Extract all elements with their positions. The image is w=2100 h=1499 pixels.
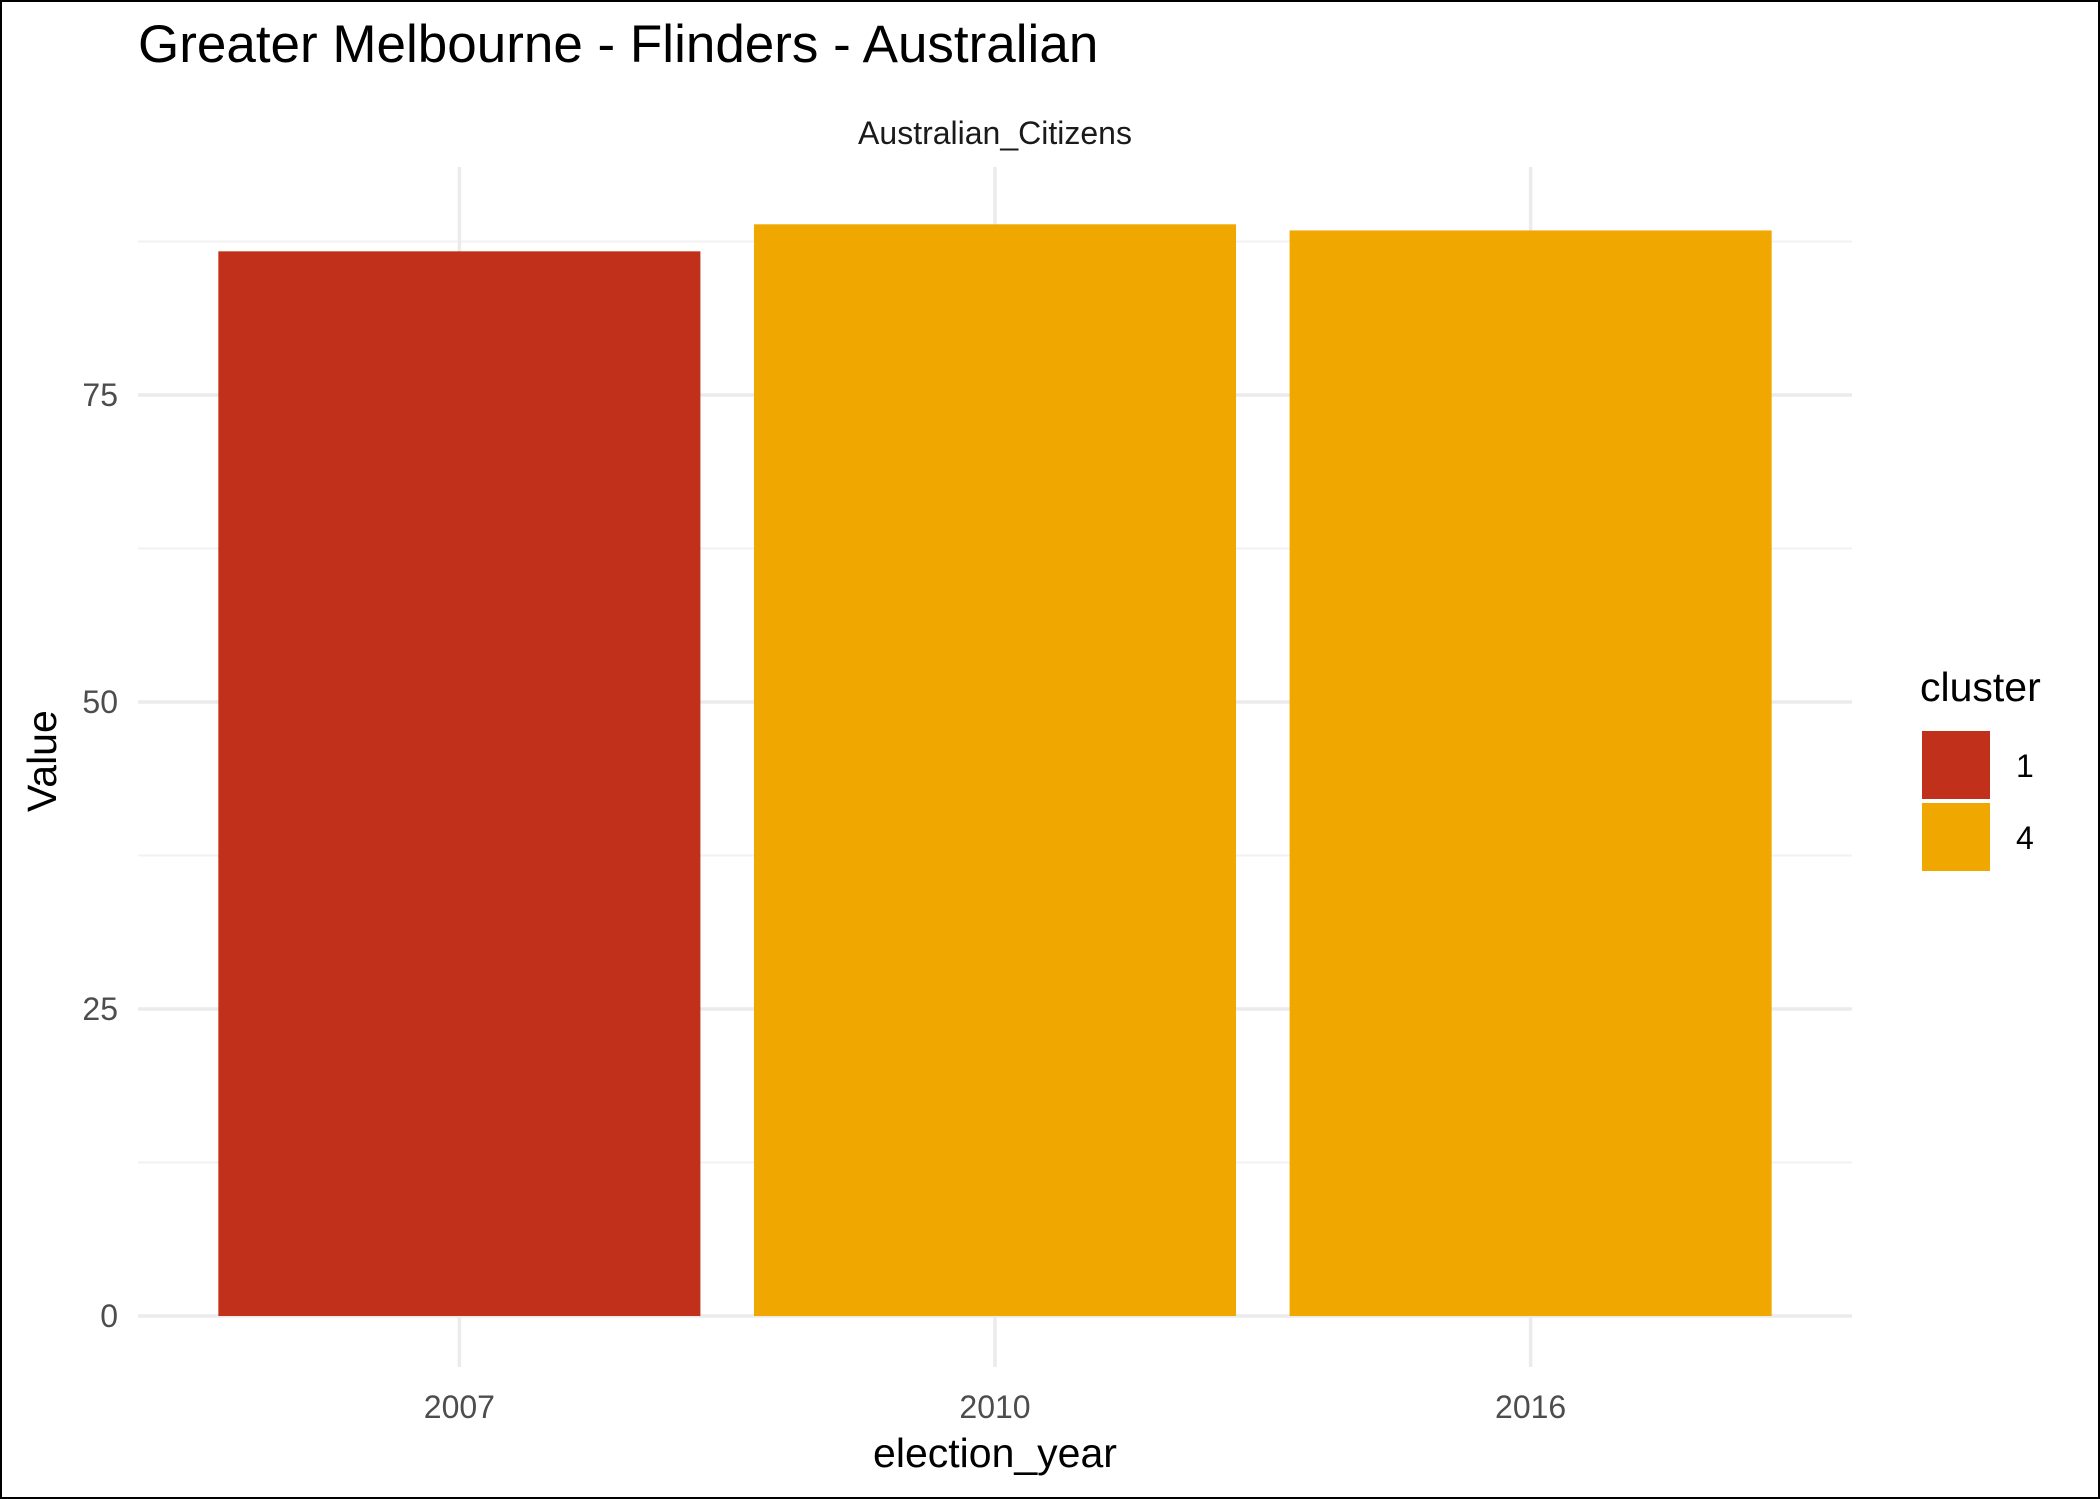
legend: cluster 14	[1920, 664, 2041, 871]
y-tick-label: 50	[82, 684, 118, 720]
bar-2016	[1289, 230, 1772, 1316]
bar-2007	[218, 251, 701, 1317]
bar-2010	[753, 224, 1237, 1317]
legend-key-4	[1922, 803, 1990, 871]
legend-entries: 14	[1922, 731, 2034, 871]
y-axis-title: Value	[19, 710, 65, 812]
facet-strip-label: Australian_Citizens	[858, 115, 1132, 151]
x-tick-label: 2007	[424, 1389, 495, 1425]
legend-key-1	[1922, 731, 1990, 799]
x-axis-ticks: 2007 2010 2016	[424, 1389, 1566, 1425]
y-tick-label: 25	[82, 991, 118, 1027]
bars	[218, 224, 1772, 1317]
legend-title: cluster	[1920, 664, 2041, 710]
chart-title: Greater Melbourne - Flinders - Australia…	[138, 15, 1098, 74]
x-tick-label: 2016	[1495, 1389, 1566, 1425]
y-tick-label: 0	[100, 1298, 118, 1334]
y-tick-label: 75	[82, 377, 118, 413]
legend-label-4: 4	[2016, 820, 2034, 856]
x-axis-title: election_year	[873, 1430, 1117, 1476]
legend-label-1: 1	[2016, 748, 2034, 784]
y-axis-ticks: 0 25 50 75	[82, 377, 118, 1334]
x-tick-label: 2010	[959, 1389, 1030, 1425]
